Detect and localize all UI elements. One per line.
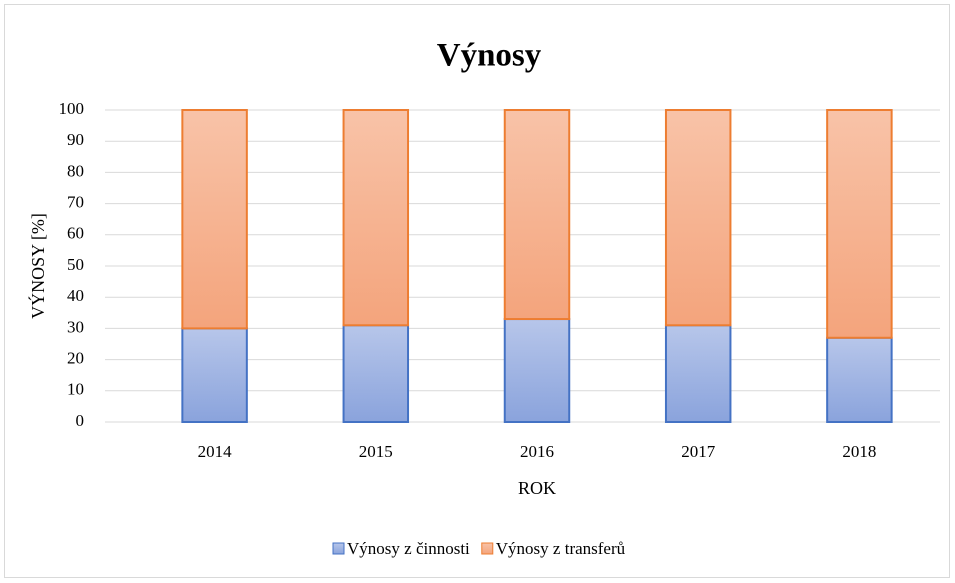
y-tick-label: 70 xyxy=(67,193,84,212)
chart-title: Výnosy xyxy=(437,38,542,74)
bar-segment xyxy=(664,109,732,327)
bar-segment xyxy=(826,109,893,339)
x-tick-label: 2016 xyxy=(520,442,554,461)
legend-swatch xyxy=(332,542,345,555)
bar-segment xyxy=(664,324,732,423)
y-axis-label: VÝNOSY [%] xyxy=(27,213,48,319)
bar-segment xyxy=(503,109,571,321)
x-tick-label: 2018 xyxy=(842,442,876,461)
x-tick-label: 2017 xyxy=(681,442,716,461)
legend: Výnosy z činnosti Výnosy z transferů xyxy=(332,539,626,558)
bar-segment xyxy=(826,336,893,424)
bar-segment xyxy=(503,318,571,424)
legend-label: Výnosy z činnosti xyxy=(347,539,470,558)
bar-segment xyxy=(342,324,410,423)
y-tick-label: 40 xyxy=(67,286,84,305)
legend-swatch xyxy=(481,542,494,555)
chart-border xyxy=(4,4,950,578)
y-tick-label: 50 xyxy=(67,255,84,274)
y-tick-label: 30 xyxy=(67,317,84,336)
y-tick-label: 0 xyxy=(76,411,85,430)
legend-label: Výnosy z transferů xyxy=(496,539,626,558)
y-tick-label: 90 xyxy=(67,130,84,149)
bar-segment xyxy=(181,109,248,330)
x-tick-label: 2014 xyxy=(198,442,233,461)
y-tick-label: 20 xyxy=(67,349,84,368)
x-tick-label: 2015 xyxy=(359,442,393,461)
y-tick-label: 10 xyxy=(67,380,84,399)
y-tick-label: 60 xyxy=(67,224,84,243)
bar-segment xyxy=(181,327,248,423)
bar-segment xyxy=(342,109,410,327)
x-axis-label: ROK xyxy=(518,478,556,498)
y-tick-label: 100 xyxy=(59,99,85,118)
y-tick-label: 80 xyxy=(67,161,84,180)
